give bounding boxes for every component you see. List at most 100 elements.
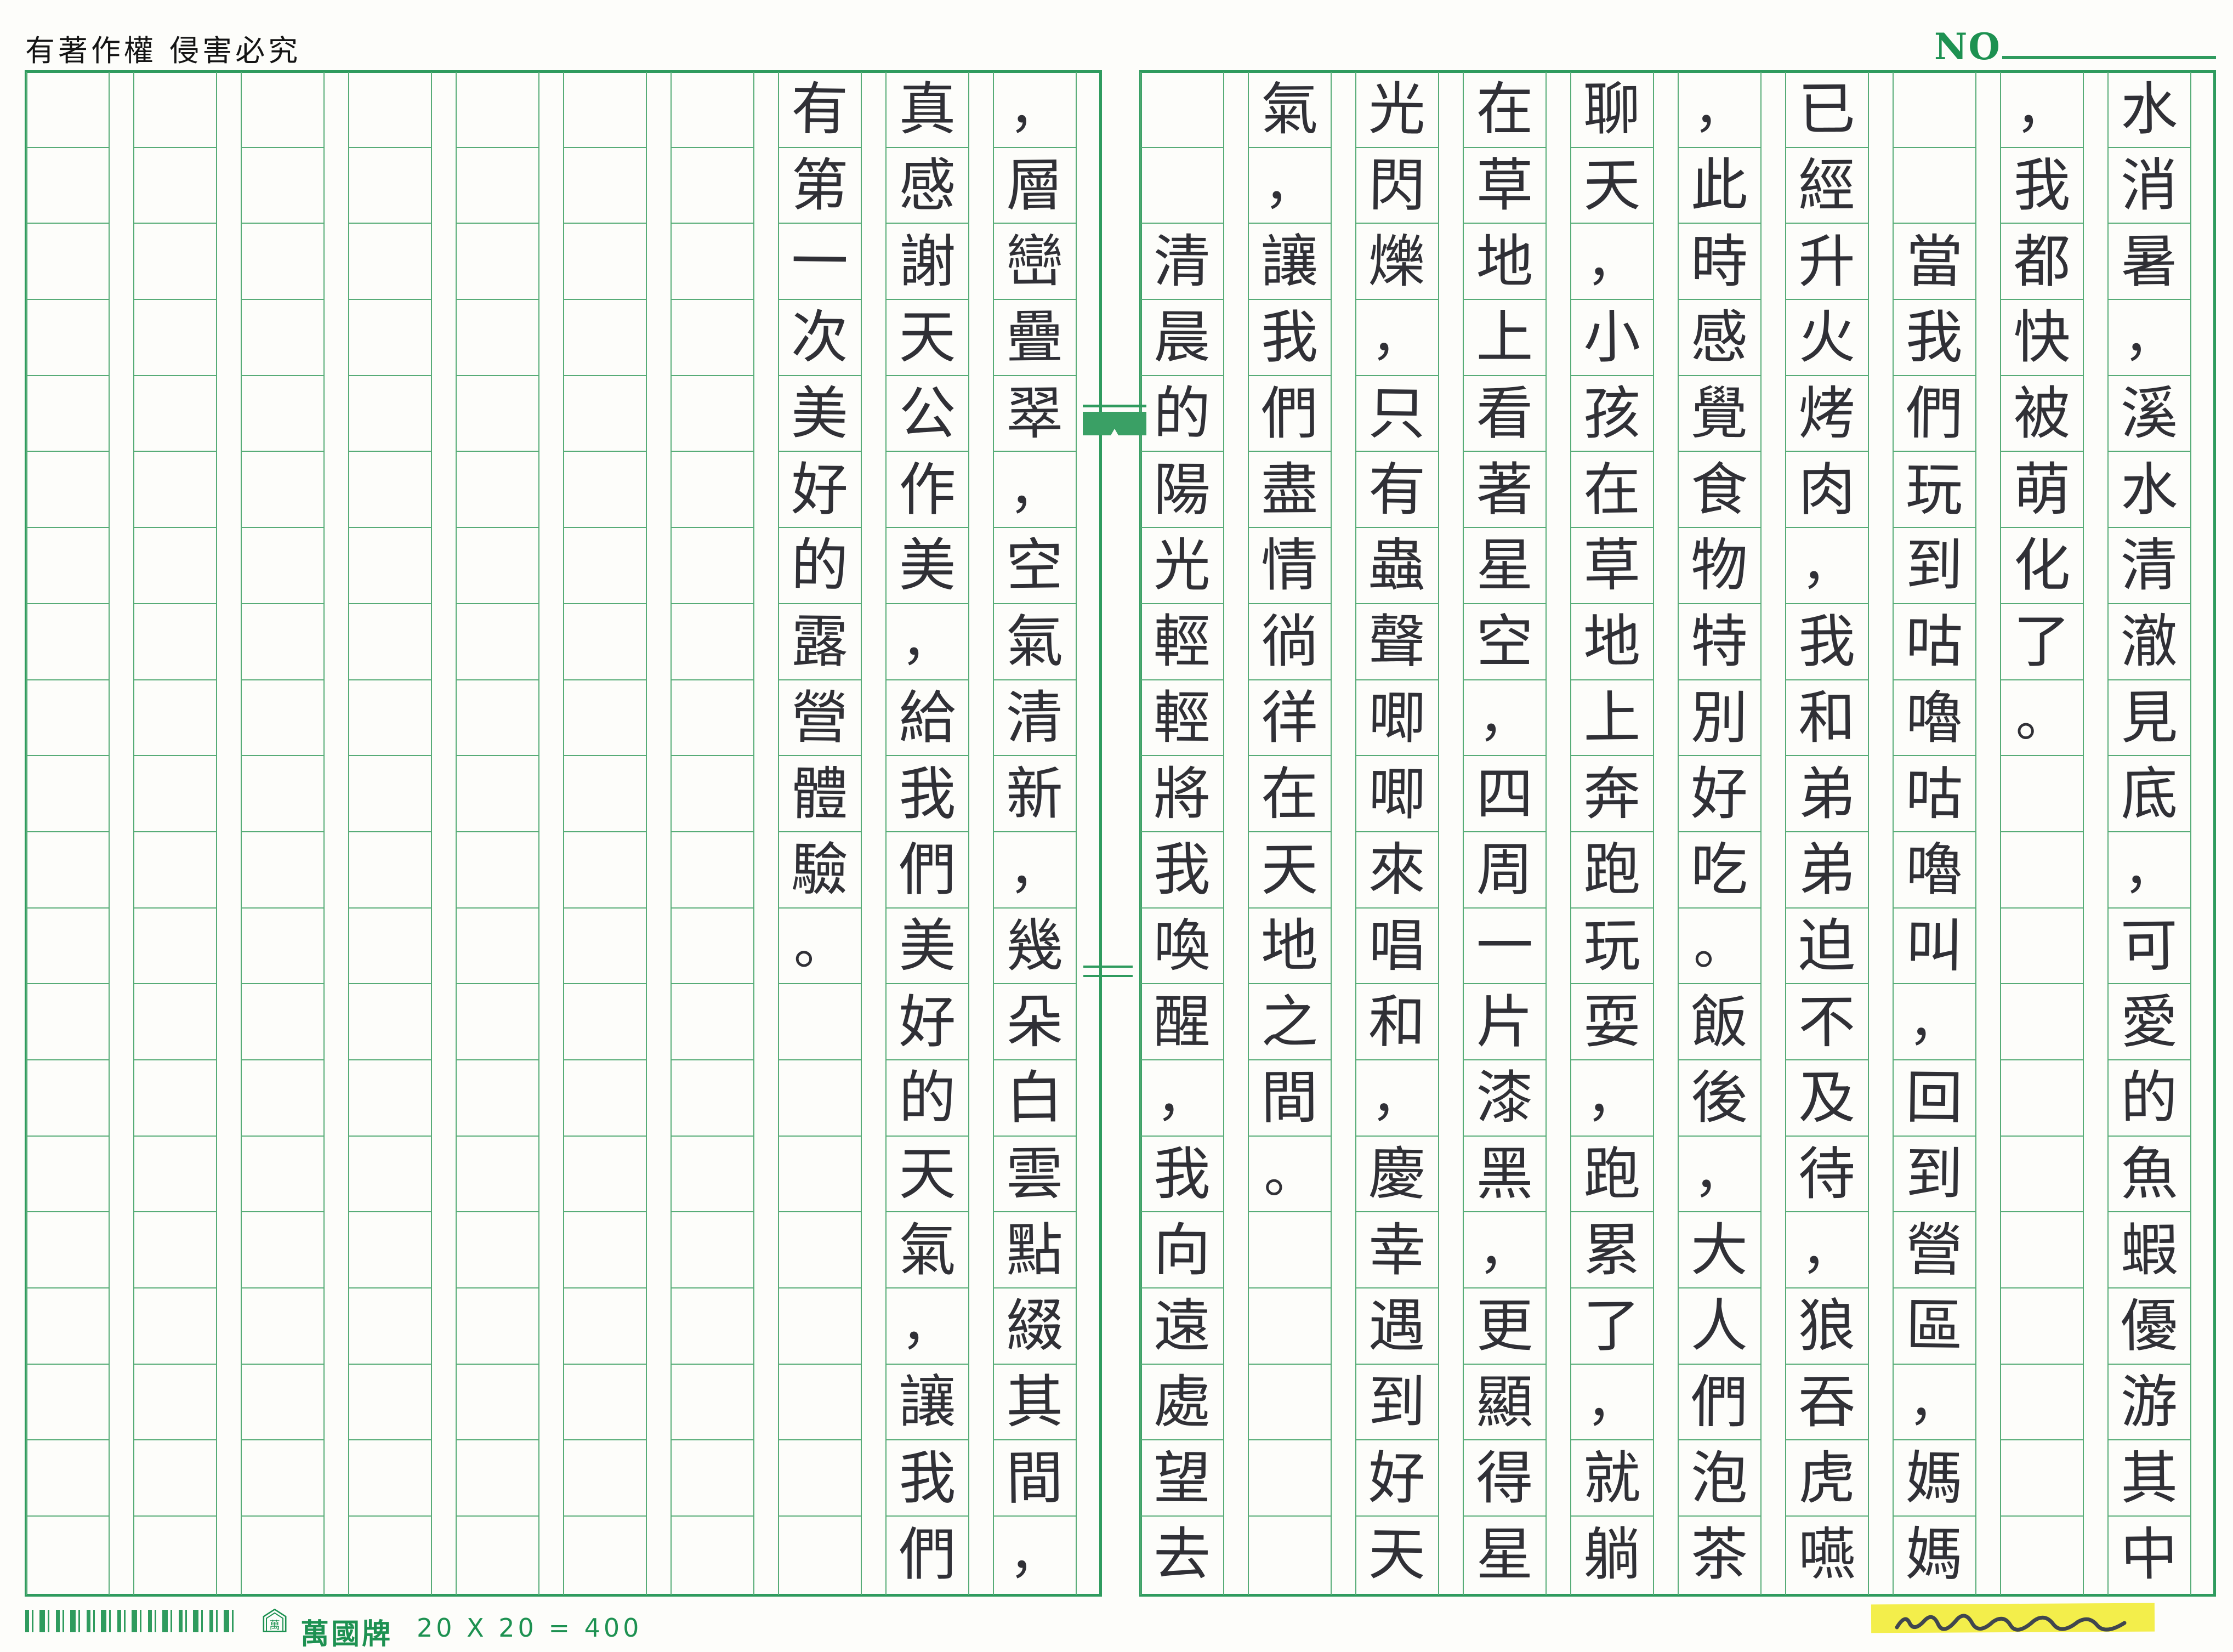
grid-cell	[349, 452, 431, 529]
grid-cell	[457, 72, 538, 148]
grid-cell: 快	[2001, 300, 2083, 376]
grid-cell	[349, 72, 431, 148]
handwritten-char: 們	[899, 836, 956, 904]
grid-cell	[27, 604, 109, 680]
grid-cell: 迫	[1786, 909, 1868, 985]
grid-cell	[242, 1517, 323, 1593]
grid-cell	[242, 680, 323, 757]
grid-cell: 氣	[887, 1212, 968, 1288]
handwritten-char: 地	[1261, 912, 1319, 980]
handwritten-char: 我	[1154, 1140, 1211, 1208]
handwritten-char: 見	[2120, 684, 2179, 752]
grid-cell: 水	[2109, 72, 2190, 148]
handwritten-char: 好	[1691, 760, 1748, 827]
grid-cell: 來	[1356, 832, 1438, 909]
grid-cell: 不	[1786, 984, 1868, 1060]
grid-cell	[564, 1365, 646, 1441]
grid-cell: 肉	[1786, 452, 1868, 529]
grid-cell: ，	[1571, 1365, 1653, 1441]
grid-cell: 將	[1141, 756, 1223, 832]
handwritten-char: 媽	[1905, 1520, 1964, 1589]
grid-column: ， 我都快被萌化了。	[2000, 72, 2084, 1595]
grid-cell	[564, 148, 646, 224]
grid-cell	[564, 756, 646, 832]
grid-cell	[27, 1288, 109, 1365]
handwritten-char: 已	[1798, 76, 1856, 143]
grid-cell: 可	[2109, 909, 2190, 985]
grid-cell	[457, 148, 538, 224]
brand-logo-char: 萬	[269, 1619, 280, 1631]
grid-cell: 清	[994, 680, 1076, 757]
handwritten-char: 著	[1476, 456, 1533, 523]
handwritten-char: ，	[1693, 78, 1746, 140]
handwritten-char: 們	[1905, 379, 1964, 447]
handwritten-char: 。	[1263, 1143, 1316, 1205]
grid-column: 有第一次美好的露營體驗。	[778, 72, 862, 1595]
grid-cell	[242, 1212, 323, 1288]
handwritten-char: 天	[899, 304, 956, 371]
handwritten-char: ，	[1008, 1523, 1062, 1586]
handwritten-char: 幾	[1005, 912, 1064, 980]
grid-cell: 真	[887, 72, 968, 148]
grid-cell	[349, 1517, 431, 1593]
grid-cell: 跑	[1571, 832, 1653, 909]
handwritten-char: 驗	[791, 836, 849, 904]
grid-cell: ，	[1786, 528, 1868, 604]
handwritten-char: 弟	[1798, 760, 1856, 827]
grid-cell	[134, 224, 216, 300]
handwritten-char: 愛	[2120, 987, 2179, 1056]
handwritten-char: 經	[1798, 151, 1856, 219]
handwritten-char: 第	[791, 151, 849, 219]
grid-cell: ，	[1141, 1060, 1223, 1137]
grid-cell: 星	[1464, 528, 1546, 604]
grid-cell: 得	[1464, 1440, 1546, 1517]
handwritten-char: 我	[899, 1444, 956, 1512]
grid-cell: 。	[1249, 1137, 1331, 1213]
grid-cell: 巒	[994, 224, 1076, 300]
grid-cell: 片	[1464, 984, 1546, 1060]
binding-double-line-top-icon	[1083, 966, 1133, 968]
grid-cell	[242, 909, 323, 985]
grid-cell	[457, 1440, 538, 1517]
grid-cell	[672, 72, 753, 148]
handwritten-char: ，	[1800, 535, 1854, 597]
grid-cell: 玩	[1571, 909, 1653, 985]
grid-cell: 我	[1141, 832, 1223, 909]
grid-cell: 雲	[994, 1137, 1076, 1213]
brand-logo-icon: 萬	[255, 1608, 294, 1634]
handwritten-char: 空	[1005, 531, 1064, 600]
grid-cell: ，	[2001, 72, 2083, 148]
handwritten-char: 天	[899, 1140, 956, 1207]
handwritten-char: 次	[791, 303, 849, 372]
grid-cell: ，	[1571, 224, 1653, 300]
handwritten-char: 躺	[1583, 1520, 1641, 1589]
handwritten-char: 在	[1476, 76, 1533, 143]
handwritten-char: 讓	[899, 1369, 956, 1436]
grid-cell: 氣	[1249, 72, 1331, 148]
grid-cell: ，	[1786, 1212, 1868, 1288]
grid-cell	[27, 680, 109, 757]
handwritten-char: 升	[1798, 228, 1856, 296]
handwritten-char: 奔	[1583, 759, 1641, 828]
handwritten-char: 時	[1691, 228, 1748, 296]
grid-cell	[242, 528, 323, 604]
grid-cell	[564, 300, 646, 376]
grid-cell: 升	[1786, 224, 1868, 300]
grid-cell	[672, 300, 753, 376]
grid-cell: 們	[887, 1517, 968, 1593]
handwritten-char: ，	[901, 611, 954, 673]
grid-cell	[457, 832, 538, 909]
handwritten-char: 間	[1261, 1064, 1319, 1132]
grid-cell	[2001, 1137, 2083, 1213]
grid-cell: 間	[1249, 1060, 1331, 1137]
handwritten-char: ，	[1907, 991, 1962, 1053]
grid-cell: 食	[1679, 452, 1760, 529]
grid-cell	[672, 1440, 753, 1517]
grid-cell	[457, 909, 538, 985]
grid-cell: 耍	[1571, 984, 1653, 1060]
handwritten-char: 的	[791, 531, 849, 600]
handwritten-char: 唱	[1368, 912, 1427, 980]
grid-cell	[779, 1137, 861, 1213]
grid-cell: 點	[994, 1212, 1076, 1288]
grid-cell: 魚	[2109, 1137, 2190, 1213]
